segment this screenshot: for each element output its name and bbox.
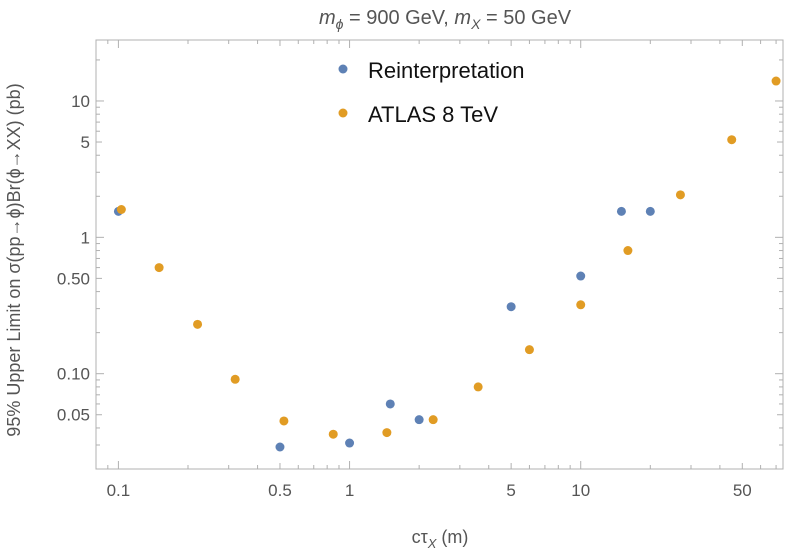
y-tick-label: 5 [81,133,90,152]
y-tick-label: 0.05 [57,406,90,425]
point-reinterpretation [275,442,285,452]
point-reinterpretation [616,206,626,216]
point-atlas-8-tev [279,416,289,426]
x-axis-ticks: 0.1 0.5 1 5 10 50 [95,40,777,500]
point-reinterpretation [576,271,586,281]
x-tick-label: 1 [345,481,354,500]
chart-title: mϕ = 900 GeV, mX = 50 GeV [319,7,572,32]
legend-label-reinterpretation: Reinterpretation [368,58,525,83]
point-atlas-8-tev [154,263,164,273]
point-atlas-8-tev [428,415,438,425]
y-axis-label: 95% Upper Limit on σ(pp→ϕ)Br(ϕ→XX) (pb) [4,83,24,436]
point-atlas-8-tev [524,345,534,355]
point-atlas-8-tev [771,76,781,86]
legend-marker-atlas-8tev [338,108,348,118]
x-tick-label: 5 [506,481,515,500]
legend: Reinterpretation ATLAS 8 TeV [338,58,525,127]
point-atlas-8-tev [473,382,483,392]
point-atlas-8-tev [675,190,685,200]
point-atlas-8-tev [116,204,126,214]
data-points [113,76,781,452]
legend-label-atlas-8tev: ATLAS 8 TeV [368,102,498,127]
x-tick-label: 50 [733,481,752,500]
x-tick-label: 10 [571,481,590,500]
x-tick-label: 0.1 [107,481,131,500]
point-reinterpretation [345,438,355,448]
x-axis-label: cτX (m) [412,527,469,551]
point-atlas-8-tev [727,135,737,145]
legend-marker-reinterpretation [338,64,348,74]
point-reinterpretation [385,399,395,409]
point-atlas-8-tev [193,319,203,329]
point-reinterpretation [645,206,655,216]
x-tick-label: 0.5 [268,481,292,500]
plot-frame [95,39,784,470]
y-tick-label: 10 [71,92,90,111]
point-atlas-8-tev [382,428,392,438]
point-atlas-8-tev [230,374,240,384]
point-atlas-8-tev [623,246,633,256]
y-tick-label: 0.50 [57,269,90,288]
point-atlas-8-tev [576,300,586,310]
point-reinterpretation [414,415,424,425]
y-tick-label: 1 [81,228,90,247]
y-axis-ticks: 0.05 0.10 0.50 1 5 10 [57,59,783,470]
y-tick-label: 0.10 [57,365,90,384]
point-atlas-8-tev [328,429,338,439]
point-reinterpretation [506,302,516,312]
